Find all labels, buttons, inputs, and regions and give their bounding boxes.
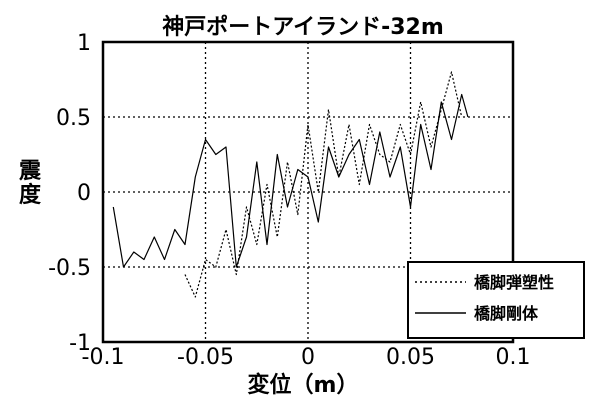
y-axis-label-char-2: 度	[19, 182, 42, 208]
x-tick-label: 0	[301, 345, 315, 370]
x-tick-label: -0.1	[82, 345, 125, 370]
legend-label-elastoplastic: 橋脚弾塑性	[474, 273, 554, 292]
y-tick-label: -0.5	[48, 256, 91, 281]
x-tick-label: -0.05	[177, 345, 234, 370]
chart-title: 神戸ポートアイランド-32m	[162, 14, 444, 40]
y-tick-label: -1	[69, 331, 91, 356]
y-tick-label: 0.5	[56, 106, 91, 131]
y-axis-label-char-1: 震	[19, 159, 42, 184]
x-tick-labels: -0.1 -0.05 0 0.05 0.1	[82, 345, 531, 370]
x-tick-label: 0.05	[386, 345, 435, 370]
series-group	[112, 71, 469, 298]
y-tick-labels: -1 -0.5 0 0.5 1	[48, 31, 91, 356]
plot-frame	[101, 40, 515, 344]
x-tick-label: 0.1	[496, 345, 531, 370]
legend-box	[407, 261, 585, 339]
y-axis-label-group: 震 度	[19, 159, 42, 208]
x-axis-label: 変位（m）	[248, 372, 359, 396]
series-line-rigid	[112, 93, 469, 268]
y-tick-label: 0	[77, 181, 91, 206]
legend-label-rigid: 橋脚剛体	[474, 304, 539, 323]
legend: 橋脚弾塑性 橋脚剛体	[407, 261, 585, 339]
series-line-elastoplastic	[184, 71, 463, 298]
y-tick-label: 1	[77, 31, 91, 56]
